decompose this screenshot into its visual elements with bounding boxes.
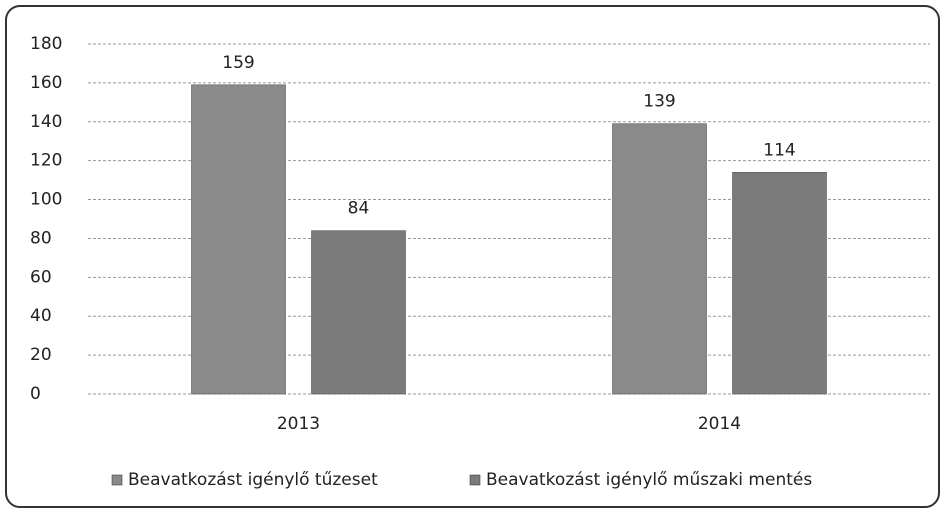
data-label: 114 [763, 140, 795, 160]
bar [191, 84, 286, 395]
y-tick-label: 60 [30, 267, 52, 287]
legend-label: Beavatkozást igénylő tűzeset [128, 470, 378, 490]
y-tick-label: 160 [30, 73, 62, 93]
bar [311, 230, 406, 395]
legend-swatch [111, 474, 123, 486]
legend-label: Beavatkozást igénylő műszaki mentés [486, 470, 812, 490]
data-label: 84 [348, 199, 370, 219]
x-tick-label: 2013 [277, 414, 320, 434]
bar [732, 172, 827, 395]
bar [612, 123, 707, 395]
y-tick-label: 140 [30, 112, 62, 132]
y-tick-label: 180 [30, 34, 62, 54]
y-tick-label: 100 [30, 190, 62, 210]
y-tick-label: 40 [30, 306, 52, 326]
y-tick-label: 120 [30, 151, 62, 171]
x-tick-label: 2014 [698, 414, 741, 434]
data-label: 159 [222, 53, 254, 73]
y-tick-label: 20 [30, 345, 52, 365]
y-tick-label: 80 [30, 228, 52, 248]
data-label: 139 [643, 92, 675, 112]
y-tick-label: 0 [30, 384, 41, 404]
legend-swatch [469, 474, 481, 486]
